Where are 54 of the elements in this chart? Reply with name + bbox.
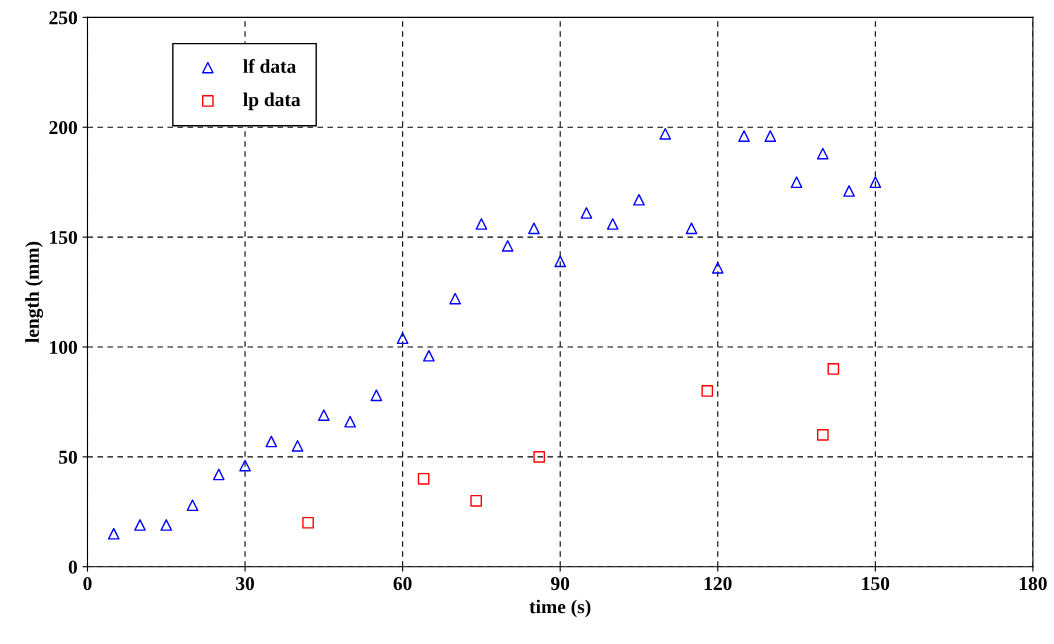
y-axis-title: length (mm)	[25, 241, 44, 343]
point	[827, 363, 840, 375]
y-tick-label: 50	[59, 450, 78, 464]
point	[317, 409, 330, 421]
point	[470, 494, 483, 507]
x-axis-title: time (s)	[529, 599, 591, 618]
point	[816, 429, 829, 441]
y-tick-label: 250	[49, 11, 78, 25]
point	[580, 207, 593, 219]
x-tick-label: 30	[236, 577, 255, 591]
point	[606, 218, 619, 230]
point	[186, 499, 199, 512]
x-tick-label: 90	[551, 577, 570, 591]
legend-label: lp data	[243, 92, 301, 111]
point	[554, 255, 567, 268]
point	[790, 176, 803, 189]
point	[475, 218, 488, 230]
point	[685, 222, 698, 235]
point	[302, 516, 314, 529]
point	[370, 389, 383, 402]
point	[701, 385, 714, 397]
point	[533, 451, 546, 463]
point	[449, 292, 461, 305]
point	[423, 349, 435, 362]
point	[843, 185, 855, 197]
point	[239, 459, 251, 472]
point	[738, 130, 750, 142]
y-tick-label: 0	[68, 560, 78, 574]
point	[265, 435, 278, 448]
point	[417, 472, 430, 485]
x-tick-label: 60	[393, 577, 412, 591]
point	[869, 176, 882, 189]
point	[528, 222, 540, 235]
y-tick-label: 150	[50, 230, 78, 245]
x-tick-label: 120	[704, 577, 732, 591]
point	[816, 147, 829, 160]
y-tick-label: 200	[49, 121, 78, 135]
x-tick-label: 150	[862, 577, 890, 591]
point	[396, 332, 409, 345]
point	[764, 130, 777, 142]
point	[134, 519, 146, 531]
point	[291, 440, 304, 452]
point	[107, 527, 120, 540]
point	[633, 193, 645, 206]
y-tick-label: 100	[50, 340, 78, 354]
point	[501, 240, 514, 252]
point	[212, 468, 225, 481]
point	[344, 415, 356, 428]
point	[160, 519, 173, 531]
point	[711, 262, 724, 274]
x-tick-label: 180	[1019, 577, 1047, 591]
x-tick-label: 0	[83, 577, 92, 591]
legend-label: lf data	[243, 59, 297, 73]
point	[659, 128, 672, 140]
